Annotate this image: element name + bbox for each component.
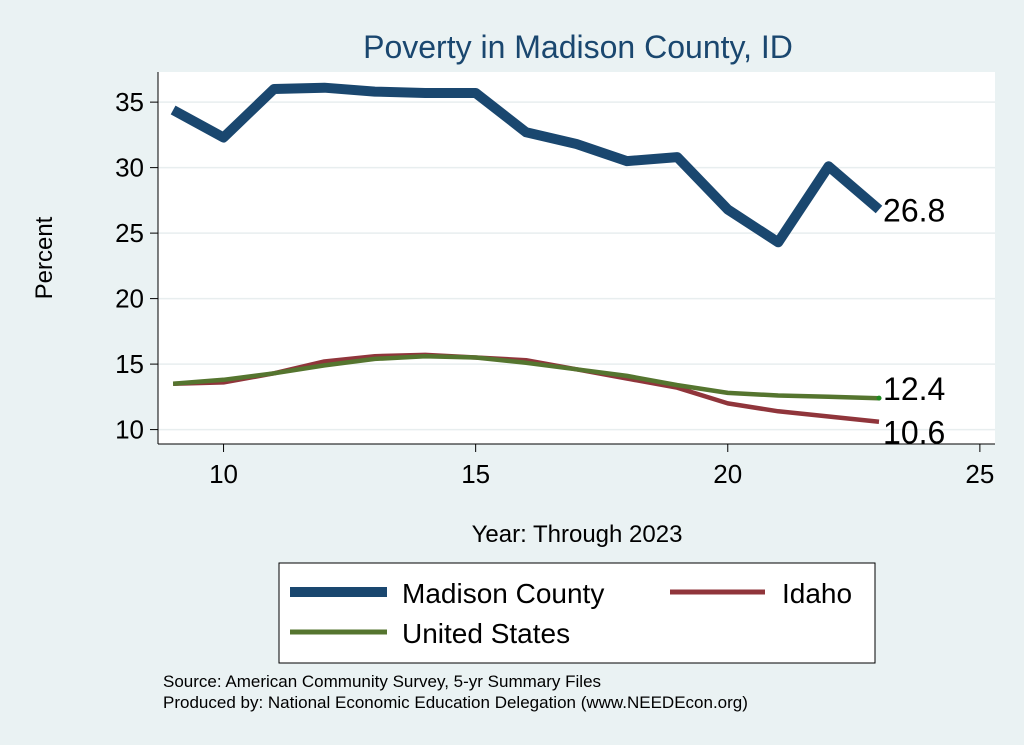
y-tick-label-30: 30 bbox=[115, 153, 144, 183]
end-label-united-states: 12.4 bbox=[883, 371, 945, 407]
axes bbox=[157, 72, 995, 445]
y-tick-label-25: 25 bbox=[115, 218, 144, 248]
y-tick-label-35: 35 bbox=[115, 87, 144, 117]
series-line-united-states bbox=[172, 353, 880, 401]
y-tick-label-10: 10 bbox=[115, 415, 144, 445]
x-axis-ticks: 10 15 20 25 bbox=[209, 444, 994, 489]
chart-title: Poverty in Madison County, ID bbox=[363, 29, 793, 65]
legend-box bbox=[278, 562, 876, 664]
legend-label-idaho: Idaho bbox=[782, 578, 852, 609]
producer-note: Produced by: National Economic Education… bbox=[163, 693, 748, 712]
x-tick-label-10: 10 bbox=[209, 459, 238, 489]
end-label-idaho: 10.6 bbox=[883, 415, 945, 451]
series-end-labels: 26.8 10.6 12.4 bbox=[883, 193, 945, 451]
y-tick-label-20: 20 bbox=[115, 284, 144, 314]
y-axis-ticks: 10 15 20 25 30 35 bbox=[115, 87, 158, 445]
x-tick-label-20: 20 bbox=[713, 459, 742, 489]
x-axis-label: Year: Through 2023 bbox=[472, 521, 683, 548]
series-end-marker-united-states bbox=[876, 395, 882, 401]
source-note: Source: American Community Survey, 5-yr … bbox=[163, 672, 601, 691]
legend: Madison County Idaho United States bbox=[278, 562, 876, 664]
y-tick-label-15: 15 bbox=[115, 349, 144, 379]
x-tick-label-25: 25 bbox=[965, 459, 994, 489]
grid-lines bbox=[158, 101, 995, 431]
plot-area bbox=[158, 72, 995, 444]
end-label-madison-county: 26.8 bbox=[883, 193, 945, 229]
x-tick-label-15: 15 bbox=[461, 459, 490, 489]
legend-label-madison-county: Madison County bbox=[402, 578, 604, 609]
y-axis-label: Percent bbox=[31, 216, 58, 299]
legend-label-united-states: United States bbox=[402, 618, 570, 649]
series-line-madison-county bbox=[170, 82, 883, 248]
series-lines bbox=[170, 82, 883, 424]
